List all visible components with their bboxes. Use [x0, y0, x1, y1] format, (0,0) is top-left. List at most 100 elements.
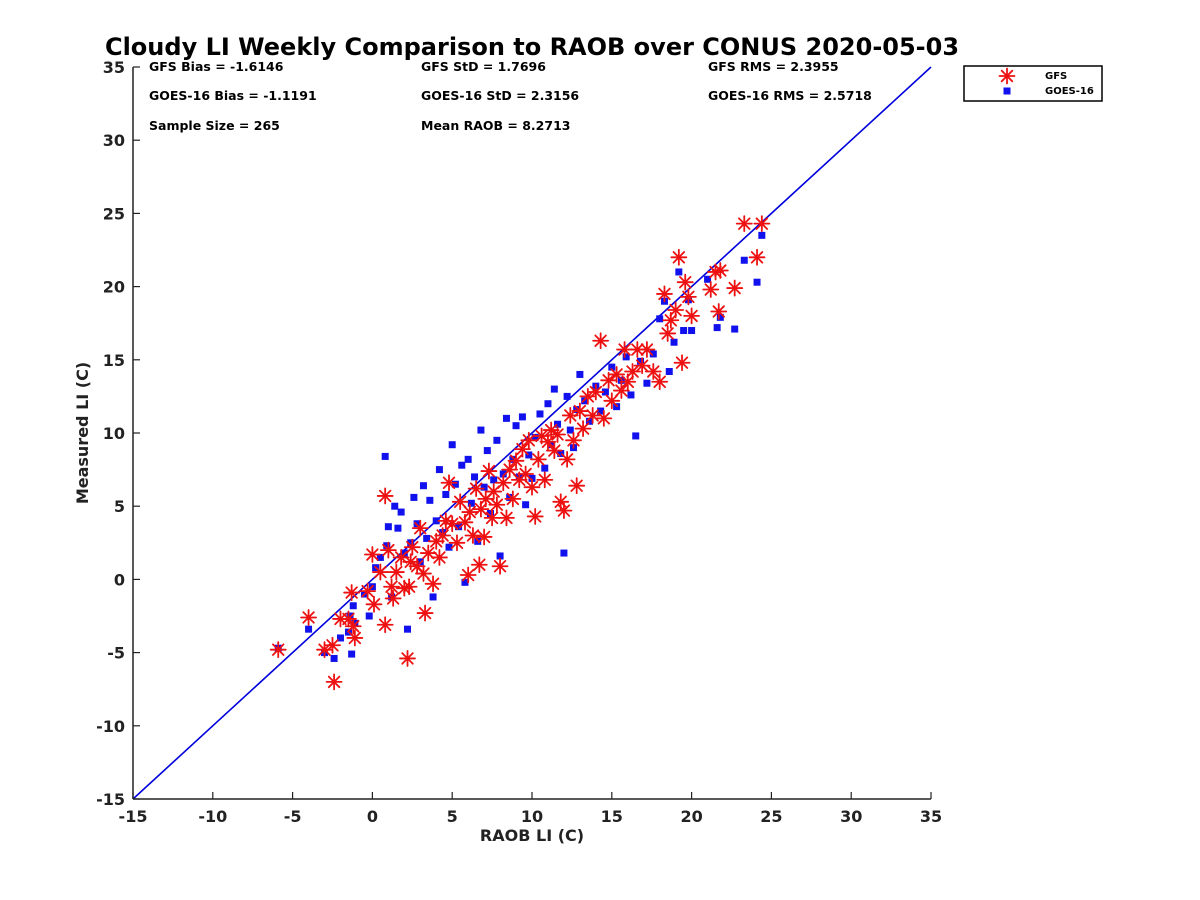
- gfs-point: [507, 452, 525, 470]
- goes-16-point: [554, 420, 562, 428]
- gfs-point: [659, 325, 677, 342]
- y-tick-label: 25: [103, 204, 125, 223]
- gfs-point: [384, 590, 402, 607]
- gfs-point: [424, 575, 442, 593]
- legend: GFS GOES-16: [963, 65, 1103, 102]
- goes-16-point: [688, 327, 696, 335]
- gfs-point: [399, 650, 416, 667]
- goes-16-point: [573, 406, 581, 414]
- gfs-point: [371, 563, 389, 581]
- goes-16-point: [506, 493, 514, 501]
- y-tick-label: -15: [96, 790, 125, 809]
- gfs-point: [667, 301, 685, 319]
- legend-marker-goes-16: [1003, 87, 1011, 95]
- goes-16-point: [758, 231, 766, 239]
- goes-16-point: [458, 461, 466, 469]
- goes-16-point: [528, 474, 536, 482]
- goes-16-point: [397, 508, 405, 516]
- gfs-point: [735, 215, 753, 233]
- x-tick-label: 20: [680, 807, 702, 826]
- goes-16-point: [423, 534, 431, 542]
- goes-16-point: [670, 338, 678, 346]
- stat-gfs-bias: GFS Bias = -1.6146: [149, 59, 284, 74]
- gfs-point: [411, 519, 429, 537]
- goes-16-point: [550, 385, 558, 393]
- y-tick-label: 30: [103, 131, 125, 150]
- gfs-point: [300, 609, 317, 626]
- goes-16-point: [731, 325, 739, 333]
- plot-area: -15 -10 -5 0 5 10 15 20 25 30 35 35302520151050-5-…: [96, 58, 942, 826]
- gfs-point: [603, 392, 621, 410]
- series-layer: [269, 215, 771, 691]
- goes-16-point: [531, 433, 539, 441]
- goes-16-point: [601, 388, 609, 396]
- gfs-point: [383, 578, 400, 596]
- goes-16-point: [365, 612, 373, 620]
- gfs-point: [470, 556, 488, 574]
- gfs-point: [571, 402, 589, 420]
- y-tick-label: 35: [103, 58, 125, 77]
- y-tick-label: 15: [103, 351, 125, 370]
- gfs-point: [483, 509, 501, 527]
- gfs-point: [526, 508, 544, 525]
- gfs-point: [387, 563, 405, 581]
- stat-mean-raob: Mean RAOB = 8.2713: [421, 118, 570, 133]
- goes-16-point: [622, 353, 630, 361]
- gfs-point: [343, 584, 361, 601]
- gfs-point: [325, 673, 343, 691]
- gfs-point: [464, 527, 482, 544]
- legend-label-gfs: GFS: [1045, 71, 1067, 82]
- x-tick-label: 25: [760, 807, 782, 826]
- x-tick-label: 0: [367, 807, 378, 826]
- gfs-point: [443, 515, 461, 533]
- gfs-point: [565, 431, 582, 449]
- gfs-point: [437, 512, 455, 530]
- gfs-point: [558, 450, 576, 468]
- y-tick-label: 20: [103, 278, 125, 297]
- legend-marker-gfs: [998, 67, 1016, 85]
- goes-16-point: [429, 593, 437, 601]
- goes-16-point: [502, 414, 510, 422]
- goes-16-point: [597, 407, 605, 415]
- goes-16-point: [753, 278, 761, 286]
- goes-16-point: [480, 483, 488, 491]
- gfs-point: [416, 604, 434, 622]
- gfs-point: [710, 303, 728, 320]
- goes-16-point: [541, 464, 549, 472]
- goes-16-point: [445, 543, 453, 551]
- stat-sample-size: Sample Size = 265: [149, 118, 280, 133]
- gfs-point: [415, 565, 432, 582]
- gfs-point: [592, 332, 610, 350]
- series-goes-16: [274, 231, 766, 662]
- y-axis-label: Measured LI (C): [73, 362, 92, 504]
- goes-16-point: [643, 379, 651, 387]
- goes-16-point: [566, 426, 574, 434]
- stat-goes-bias: GOES-16 Bias = -1.1191: [149, 88, 317, 103]
- goes-16-point: [435, 466, 443, 474]
- one-to-one-line: [132, 66, 932, 800]
- gfs-point: [539, 433, 557, 451]
- x-tick-label: 5: [447, 807, 458, 826]
- goes-16-point: [557, 449, 565, 457]
- stat-goes-std: GOES-16 StD = 2.3156: [421, 88, 579, 103]
- gfs-point: [549, 426, 566, 443]
- x-tick-label: -10: [198, 807, 227, 826]
- chart-title: Cloudy LI Weekly Comparison to RAOB over…: [105, 33, 959, 61]
- gfs-point: [676, 273, 694, 291]
- goes-16-point: [455, 523, 463, 531]
- gfs-point: [726, 279, 744, 297]
- gfs-point: [403, 538, 421, 556]
- goes-16-point: [563, 392, 571, 400]
- goes-16-point: [451, 480, 459, 488]
- goes-16-point: [381, 452, 389, 460]
- gfs-point: [363, 546, 381, 563]
- gfs-point: [517, 465, 535, 483]
- goes-16-point: [522, 501, 530, 509]
- gfs-point: [644, 363, 662, 380]
- goes-16-point: [346, 612, 354, 620]
- goes-16-point: [509, 455, 517, 463]
- gfs-point: [574, 420, 592, 438]
- goes-16-point: [336, 634, 344, 642]
- goes-16-point: [536, 410, 544, 418]
